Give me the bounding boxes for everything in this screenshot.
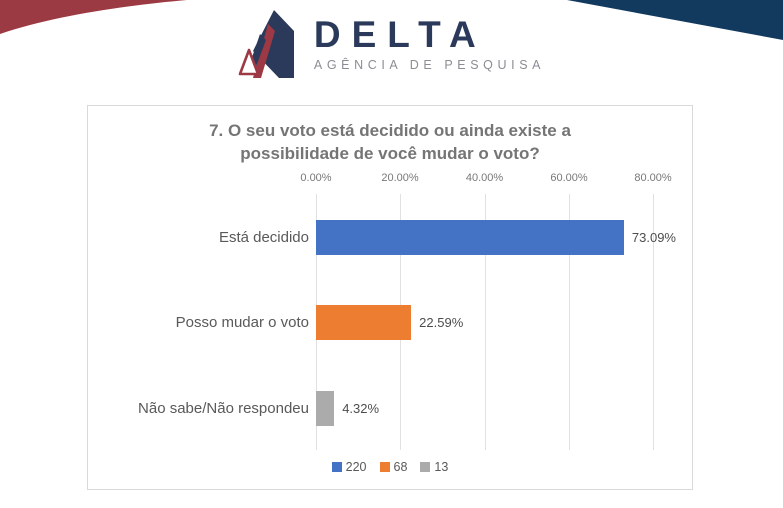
legend-label: 68 bbox=[393, 460, 408, 474]
value-label: 22.59% bbox=[419, 315, 464, 330]
legend-swatch-gray bbox=[420, 462, 431, 472]
logo-text-block: DELTA AGÊNCIA DE PESQUISA bbox=[313, 14, 546, 72]
legend-label: 220 bbox=[345, 460, 367, 474]
legend-swatch-blue bbox=[331, 462, 342, 472]
logo-subtitle: AGÊNCIA DE PESQUISA bbox=[313, 57, 546, 72]
x-axis-tick-label: 80.00% bbox=[634, 172, 672, 184]
bar-row: Não sabe/Não respondeu 4.32% bbox=[88, 391, 732, 426]
delta-logo-icon bbox=[238, 10, 294, 78]
x-axis-tick-label: 20.00% bbox=[381, 172, 419, 184]
legend-item: 220 bbox=[331, 460, 367, 474]
legend-swatch-orange bbox=[379, 462, 390, 472]
gridline bbox=[569, 194, 570, 450]
chart-title: 7. O seu voto está decidido ou ainda exi… bbox=[209, 121, 571, 163]
x-axis-tick-label: 60.00% bbox=[550, 172, 588, 184]
chart-card: 7. O seu voto está decidido ou ainda exi… bbox=[87, 105, 693, 490]
bar-esta-decidido bbox=[316, 220, 624, 255]
legend-item: 13 bbox=[420, 460, 448, 474]
bar-posso-mudar bbox=[316, 305, 412, 340]
bar-nao-sabe bbox=[316, 391, 335, 426]
gridline bbox=[484, 194, 486, 450]
logo-title: DELTA bbox=[313, 14, 487, 56]
legend-label: 13 bbox=[434, 460, 449, 474]
value-label: 73.09% bbox=[631, 230, 676, 245]
category-label: Não sabe/Não respondeu bbox=[138, 399, 309, 417]
x-axis-tick-label: 0.00% bbox=[300, 172, 332, 184]
bar-row: Posso mudar o voto 22.59% bbox=[88, 305, 732, 340]
legend-item: 68 bbox=[379, 460, 408, 474]
x-axis-tick-label: 40.00% bbox=[465, 172, 504, 184]
legend: 220 68 13 bbox=[88, 460, 692, 474]
gridline bbox=[653, 194, 654, 450]
bar-row: Está decidido 73.09% bbox=[88, 220, 732, 255]
header: DELTA AGÊNCIA DE PESQUISA bbox=[0, 8, 783, 80]
category-label: Está decidido bbox=[218, 228, 309, 246]
value-label: 4.32% bbox=[342, 401, 380, 416]
category-label: Posso mudar o voto bbox=[175, 313, 309, 331]
